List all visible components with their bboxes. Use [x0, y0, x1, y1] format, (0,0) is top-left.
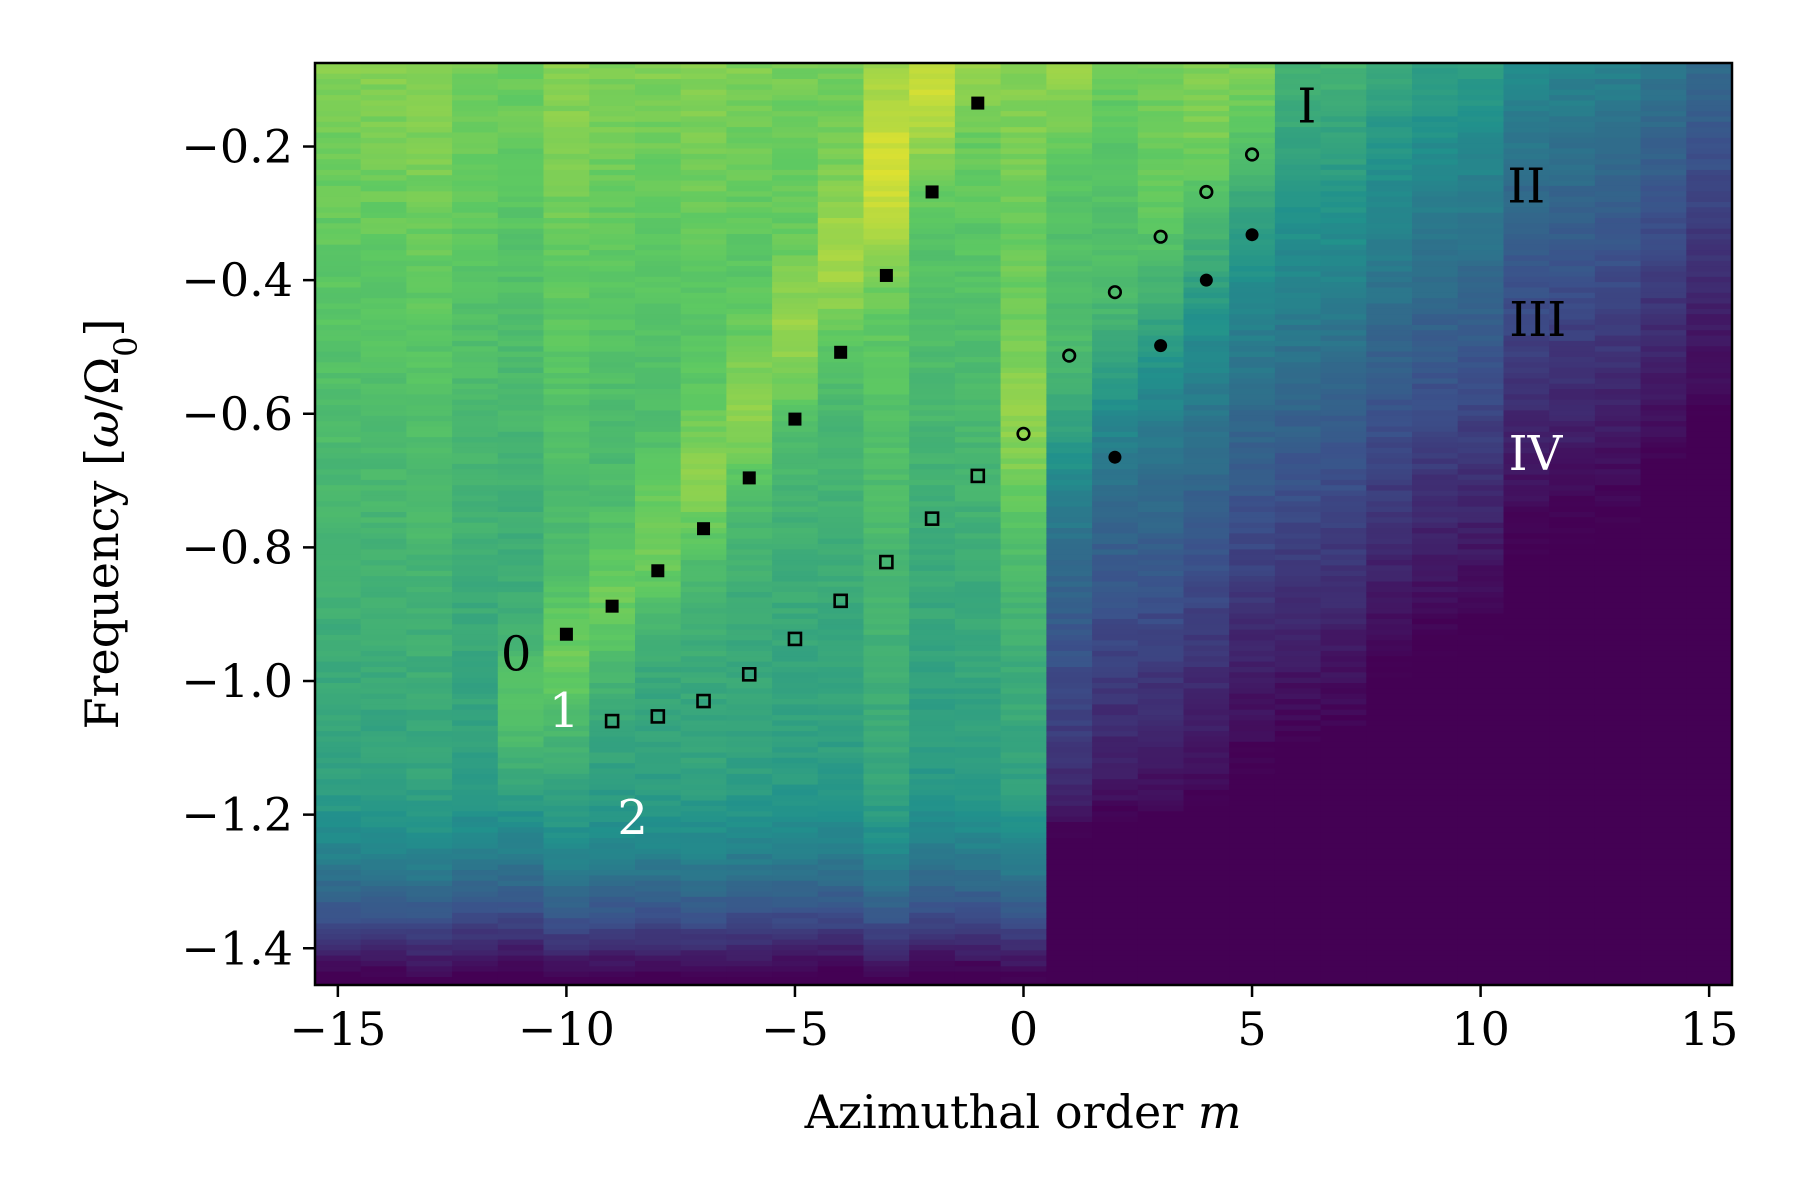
x-tick-label: −10 [518, 1002, 615, 1056]
y-tick-label: −0.4 [181, 253, 293, 307]
y-axis-ticks: −0.2 −0.4 −0.6 −0.8 −1.0 −1.2 −1.4 [181, 120, 315, 975]
data-point-filled-square-8 [925, 185, 939, 199]
data-point-filled-circle-2 [1199, 273, 1213, 287]
data-point-open-circle-3 [1153, 229, 1168, 244]
data-point-filled-square-3 [697, 522, 711, 536]
data-point-open-square-3 [741, 667, 757, 682]
data-point-open-square-1 [650, 709, 666, 724]
y-axis-label: Frequency [ω/Ω0] [75, 319, 145, 730]
data-point-filled-square-7 [879, 268, 893, 282]
y-tick-label: −1.2 [181, 788, 293, 842]
data-point-open-square-8 [970, 468, 986, 484]
data-point-open-square-5 [833, 593, 848, 609]
data-point-open-circle-1 [1062, 348, 1077, 363]
y-tick-label: −1.0 [181, 654, 293, 708]
region-label-3: IV [1509, 426, 1564, 482]
data-point-filled-square-2 [651, 564, 665, 578]
data-point-open-square-7 [924, 511, 940, 526]
data-point-open-square-0 [604, 713, 620, 729]
region-label-5: 1 [549, 683, 580, 739]
data-point-open-circle-0 [1016, 426, 1031, 441]
x-tick-label: −15 [289, 1002, 386, 1056]
data-point-filled-square-4 [742, 471, 756, 485]
region-label-4: 0 [501, 626, 532, 682]
x-axis-ticks: −15 −10 −5 0 5 10 15 [289, 985, 1738, 1056]
y-tick-label: −0.6 [181, 387, 293, 441]
heatmap-cells [315, 63, 1732, 985]
data-point-open-circle-2 [1107, 285, 1123, 300]
x-tick-label: −5 [761, 1002, 829, 1056]
data-point-open-square-4 [787, 631, 803, 647]
x-axis-label: Azimuthal order m [804, 1085, 1242, 1139]
mode-markers [559, 96, 1260, 729]
data-point-filled-circle-3 [1245, 228, 1259, 242]
region-label-1: II [1507, 159, 1545, 215]
x-tick-label: 15 [1680, 1002, 1739, 1056]
y-tick-label: −0.8 [181, 520, 293, 574]
data-point-filled-square-1 [605, 599, 619, 613]
data-point-filled-circle-0 [1108, 450, 1122, 464]
data-point-open-square-6 [879, 554, 894, 570]
x-tick-label: 10 [1451, 1002, 1510, 1056]
data-point-filled-square-9 [971, 96, 985, 110]
data-point-filled-circle-1 [1154, 339, 1168, 353]
data-point-open-circle-5 [1244, 147, 1260, 162]
x-tick-label: 5 [1237, 1002, 1266, 1056]
data-point-filled-square-0 [559, 627, 573, 641]
region-label-2: III [1509, 292, 1566, 348]
data-point-filled-square-5 [788, 412, 802, 426]
region-label-6: 2 [617, 790, 648, 846]
x-tick-label: 0 [1009, 1002, 1038, 1056]
y-tick-label: −0.2 [181, 120, 293, 174]
data-point-filled-square-6 [834, 345, 848, 359]
region-label-0: I [1297, 78, 1316, 134]
data-point-open-square-2 [696, 693, 711, 709]
y-tick-label: −1.4 [181, 921, 293, 975]
data-point-open-circle-4 [1199, 184, 1214, 200]
